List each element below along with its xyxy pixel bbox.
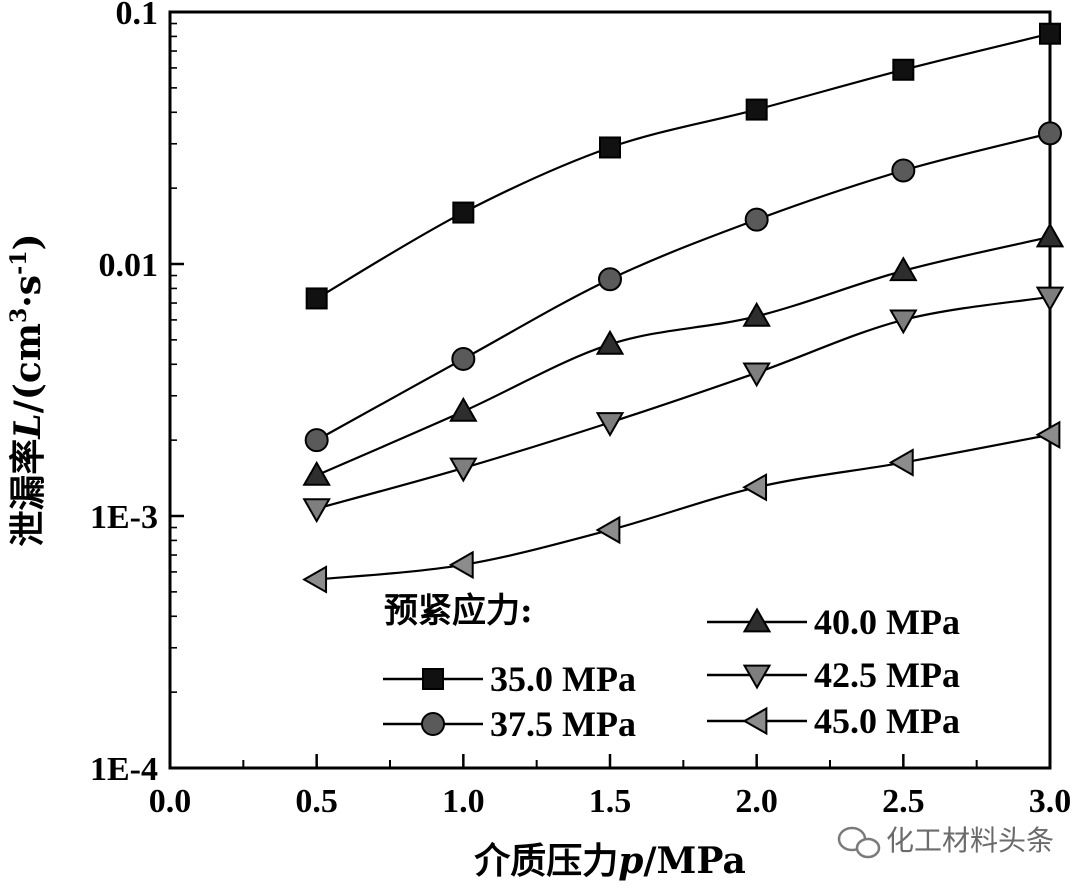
legend-label: 35.0 MPa: [490, 659, 636, 699]
watermark: 化工材料头条: [837, 824, 1054, 859]
data-point: [892, 58, 915, 81]
x-axis-title-unit: /MPa: [643, 840, 745, 882]
data-point: [302, 460, 331, 486]
x-tick-label: 0.5: [295, 783, 338, 820]
data-point: [1035, 222, 1065, 248]
data-point: [1038, 121, 1062, 146]
legend-label: 40.0 MPa: [814, 602, 960, 642]
y-axis-title-unit-mid: ·s: [7, 275, 49, 308]
legend: 预紧应力: 35.0 MPa 37.5 MPa 40.0 MPa 42.5 MPa 45…: [383, 591, 960, 744]
data-point: [599, 136, 621, 159]
series-lines: [316, 32, 1051, 581]
data-point: [1039, 22, 1061, 45]
axis-ticks: [168, 10, 1052, 770]
x-tick-label: 0.0: [149, 783, 192, 820]
x-tick-label: 3.0: [1029, 783, 1072, 820]
x-tick-labels: 0.0 0.5 1.0 1.5 2.0 2.5 3.0: [149, 783, 1072, 820]
data-point: [305, 287, 328, 310]
x-tick-label: 1.0: [442, 783, 485, 820]
data-point: [745, 98, 768, 121]
y-tick-label: 1E-4: [90, 751, 158, 788]
data-point: [744, 207, 769, 232]
data-point: [1035, 286, 1065, 312]
data-point: [448, 550, 474, 580]
data-point: [451, 346, 476, 371]
legend-marker: [422, 668, 444, 690]
data-point: [889, 309, 918, 335]
data-point: [595, 412, 625, 438]
data-point: [449, 457, 478, 483]
legend-marker: [742, 607, 772, 633]
data-point: [452, 201, 475, 224]
y-tick-label: 1E-3: [90, 499, 158, 536]
data-point: [1035, 420, 1061, 450]
y-axis-title-unit-pre: /(cm: [7, 323, 49, 413]
y-tick-labels: 1E-4 1E-3 0.01 0.1: [90, 0, 158, 788]
series-line-3: [316, 295, 1051, 510]
data-point: [888, 448, 914, 477]
x-tick-label: 1.5: [589, 783, 632, 820]
data-point: [302, 565, 328, 594]
data-point: [302, 498, 331, 524]
y-axis-title-exp2: -1: [6, 250, 32, 274]
data-point: [598, 267, 622, 292]
data-point: [595, 515, 621, 545]
x-tick-label: 2.5: [882, 783, 925, 820]
data-point: [742, 362, 771, 388]
series-line-2: [316, 235, 1051, 477]
y-tick-label: 0.1: [116, 0, 159, 32]
y-axis-title-var: L: [7, 413, 49, 439]
wechat-icon: [837, 826, 881, 859]
series-line-0: [316, 32, 1051, 300]
data-point: [742, 473, 768, 502]
data-point: [889, 256, 918, 282]
data-point: [449, 396, 478, 422]
y-axis-title-unit-post: ): [7, 233, 49, 250]
y-axis-title: 泄漏率L/(cm3·s-1): [6, 233, 49, 546]
legend-title: 预紧应力:: [384, 591, 533, 631]
x-axis-title-var: p: [618, 840, 643, 882]
legend-marker: [421, 712, 445, 736]
legend-marker: [742, 706, 768, 736]
watermark-text: 化工材料头条: [886, 824, 1054, 857]
data-point: [595, 329, 625, 355]
legend-marker: [742, 664, 772, 690]
legend-label: 45.0 MPa: [814, 701, 960, 741]
data-point: [891, 158, 916, 183]
y-axis-title-exp1: 3: [6, 308, 32, 323]
legend-label: 42.5 MPa: [814, 655, 960, 695]
series-markers: [302, 22, 1065, 594]
legend-label: 37.5 MPa: [490, 704, 636, 744]
x-axis-title: 介质压力p/MPa: [474, 840, 746, 882]
x-axis-title-prefix: 介质压力: [474, 840, 618, 882]
series-line-4: [316, 433, 1051, 581]
x-tick-label: 2.0: [735, 783, 778, 820]
series-line-1: [316, 132, 1051, 442]
data-point: [742, 301, 771, 327]
data-point: [304, 428, 329, 453]
y-tick-label: 0.01: [99, 247, 159, 284]
y-axis-title-prefix: 泄漏率: [7, 439, 49, 547]
